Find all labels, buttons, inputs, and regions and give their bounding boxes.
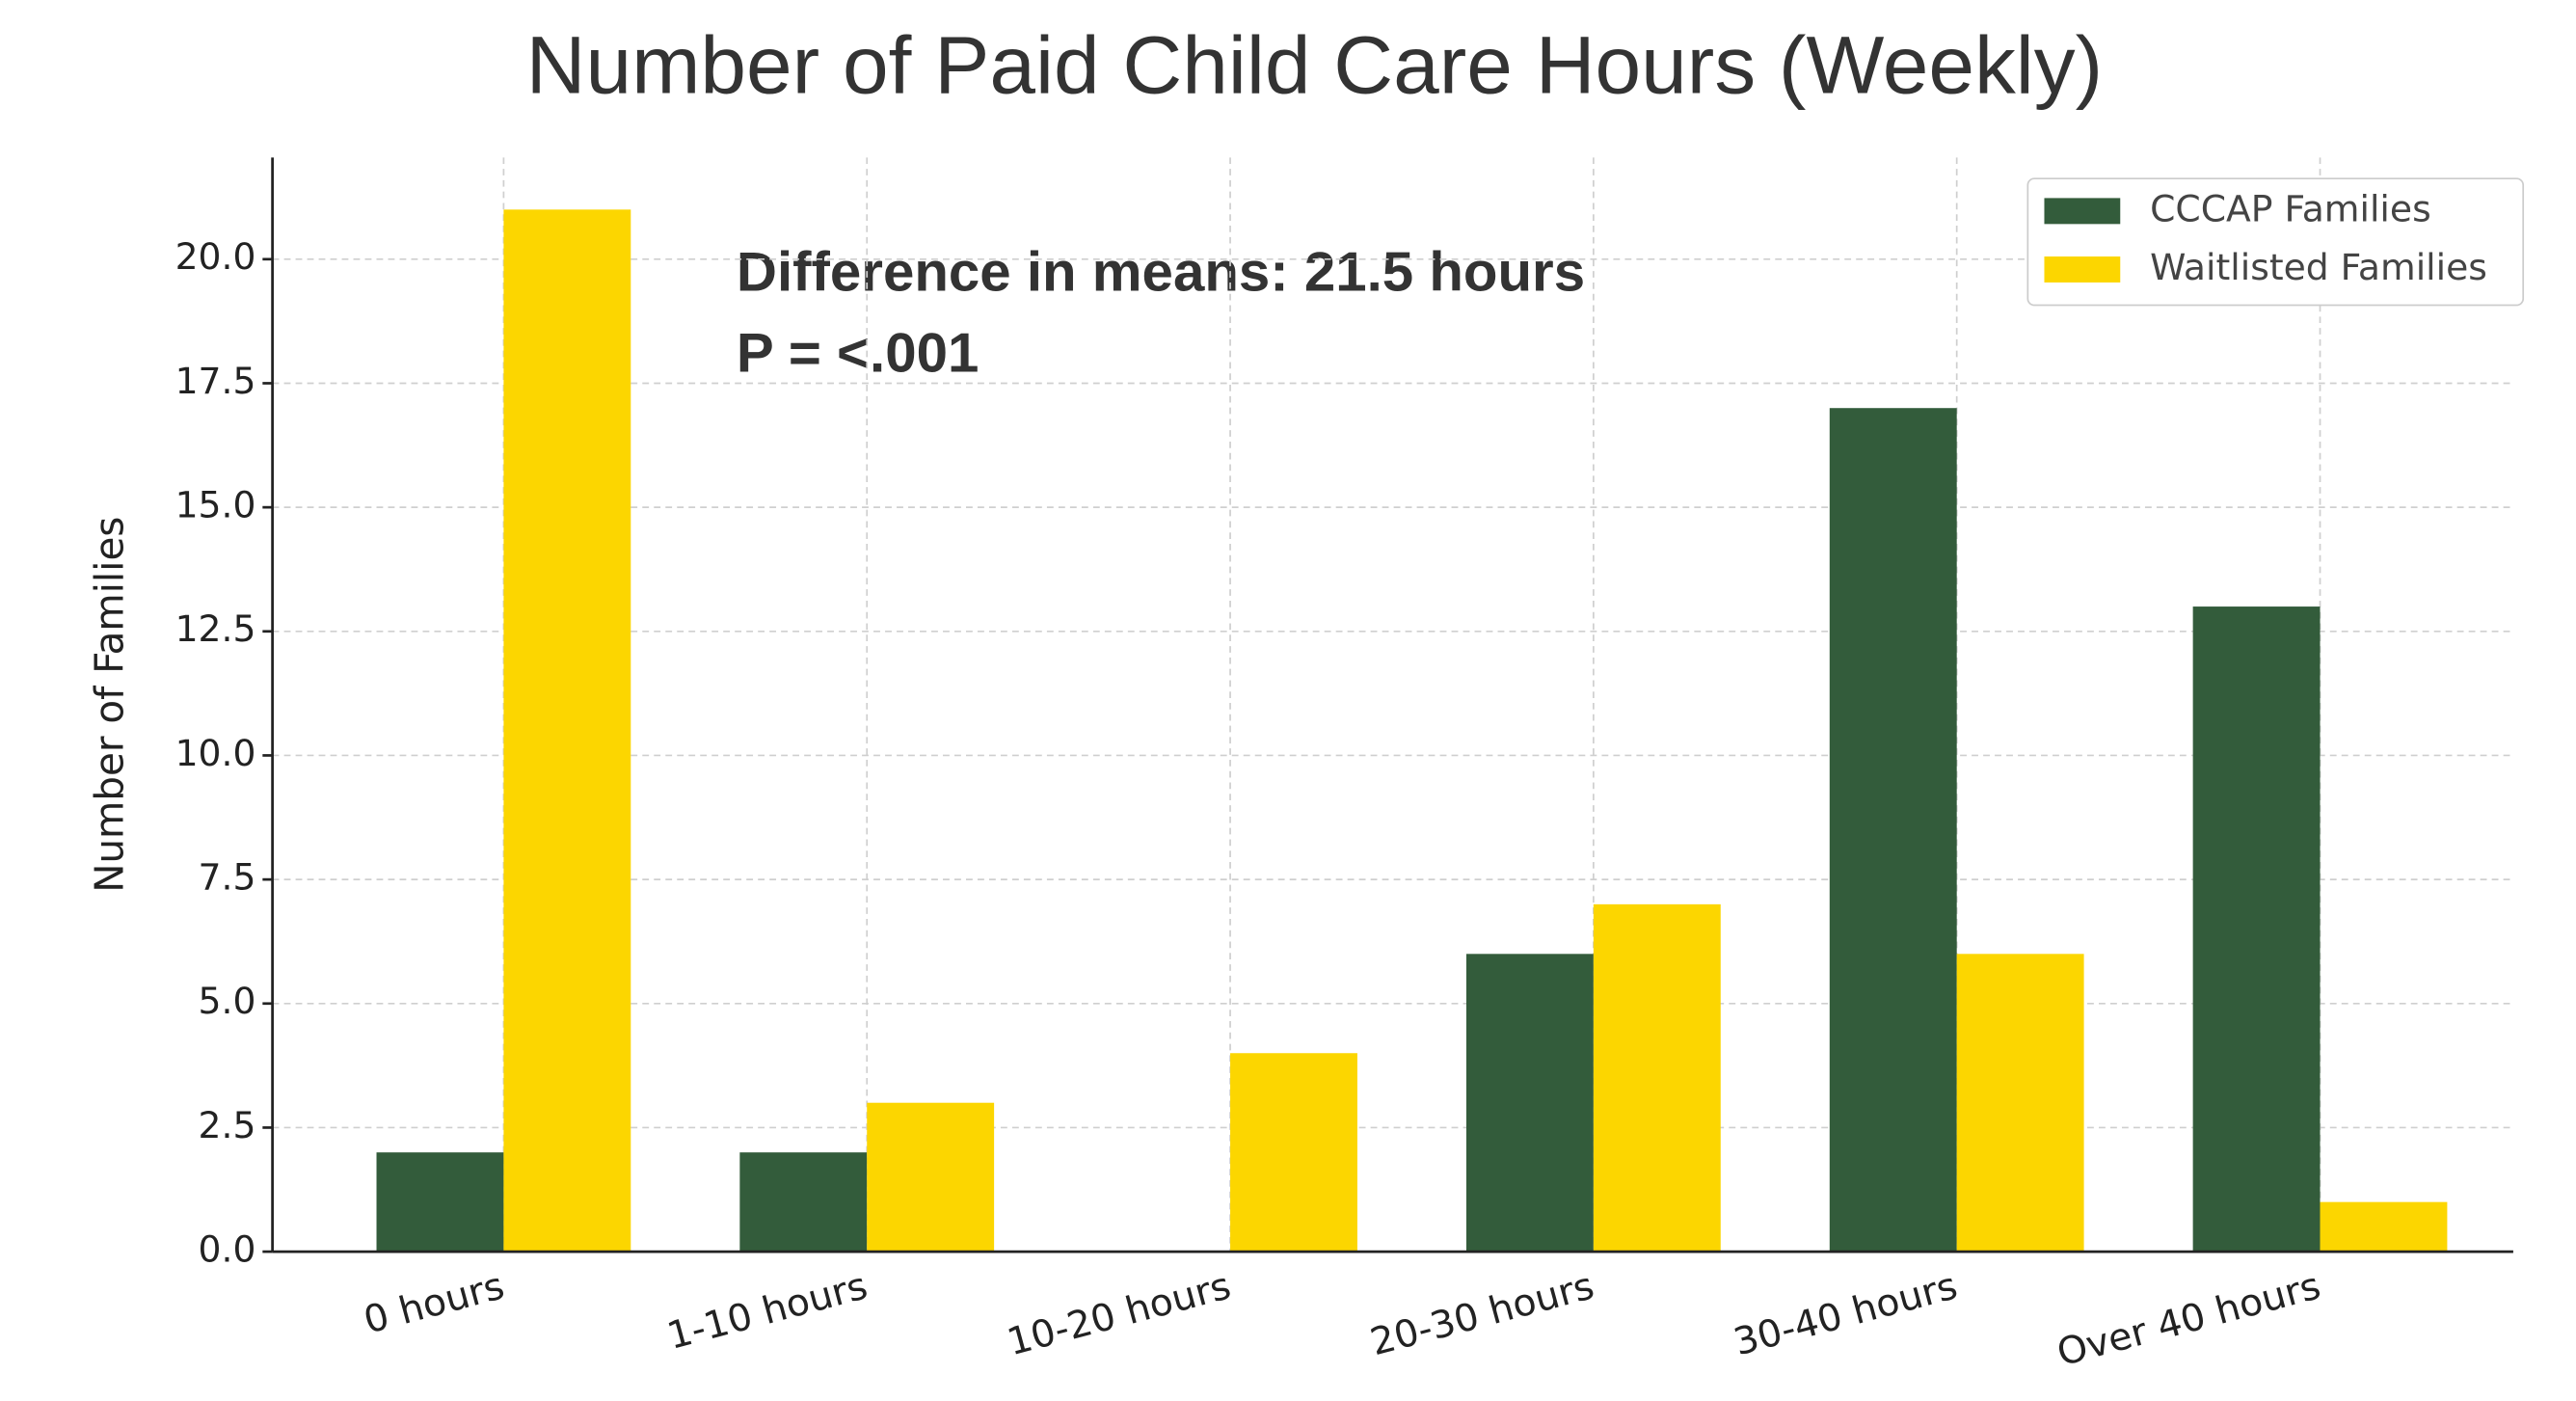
bar <box>2320 1201 2448 1253</box>
bar <box>739 1152 868 1253</box>
y-tick-label: 12.5 <box>175 608 256 651</box>
y-tick-label: 2.5 <box>199 1104 256 1146</box>
annotation: Difference in means: 21.5 hours <box>737 242 1585 303</box>
y-tick-label: 15.0 <box>175 484 256 526</box>
legend-label: CCCAP Families <box>2150 188 2431 230</box>
x-tick-label: 30-40 hours <box>1730 1265 1962 1365</box>
bar <box>867 1102 995 1253</box>
bar <box>1230 1053 1357 1253</box>
legend-label: Waitlisted Families <box>2150 246 2487 288</box>
annotation: P = <.001 <box>737 323 979 384</box>
bar <box>1465 954 1594 1253</box>
x-tick-label: 1-10 hours <box>662 1265 872 1359</box>
bar <box>1956 954 2084 1253</box>
x-tick-label: 20-30 hours <box>1366 1265 1598 1365</box>
y-tick-label: 17.5 <box>175 360 256 402</box>
y-tick-label: 0.0 <box>199 1228 256 1271</box>
x-tick-label: Over 40 hours <box>2053 1265 2325 1375</box>
x-tick-label: 10-20 hours <box>1003 1265 1235 1365</box>
y-tick-label: 10.0 <box>175 732 256 774</box>
bar <box>376 1152 504 1253</box>
legend-swatch <box>2044 256 2121 283</box>
bar <box>1593 903 1721 1253</box>
bar <box>503 209 631 1253</box>
chart-title: Number of Paid Child Care Hours (Weekly) <box>526 19 2104 110</box>
x-tick-label: 0 hours <box>360 1265 509 1343</box>
legend-box <box>2026 177 2525 307</box>
bar <box>2192 606 2321 1253</box>
y-tick-label: 5.0 <box>199 980 256 1022</box>
y-tick-label: 7.5 <box>199 856 256 899</box>
y-tick-label: 20.0 <box>175 236 256 279</box>
legend-swatch <box>2044 198 2121 225</box>
y-axis-label: Number of Families <box>86 517 132 893</box>
bar <box>1829 408 1957 1253</box>
